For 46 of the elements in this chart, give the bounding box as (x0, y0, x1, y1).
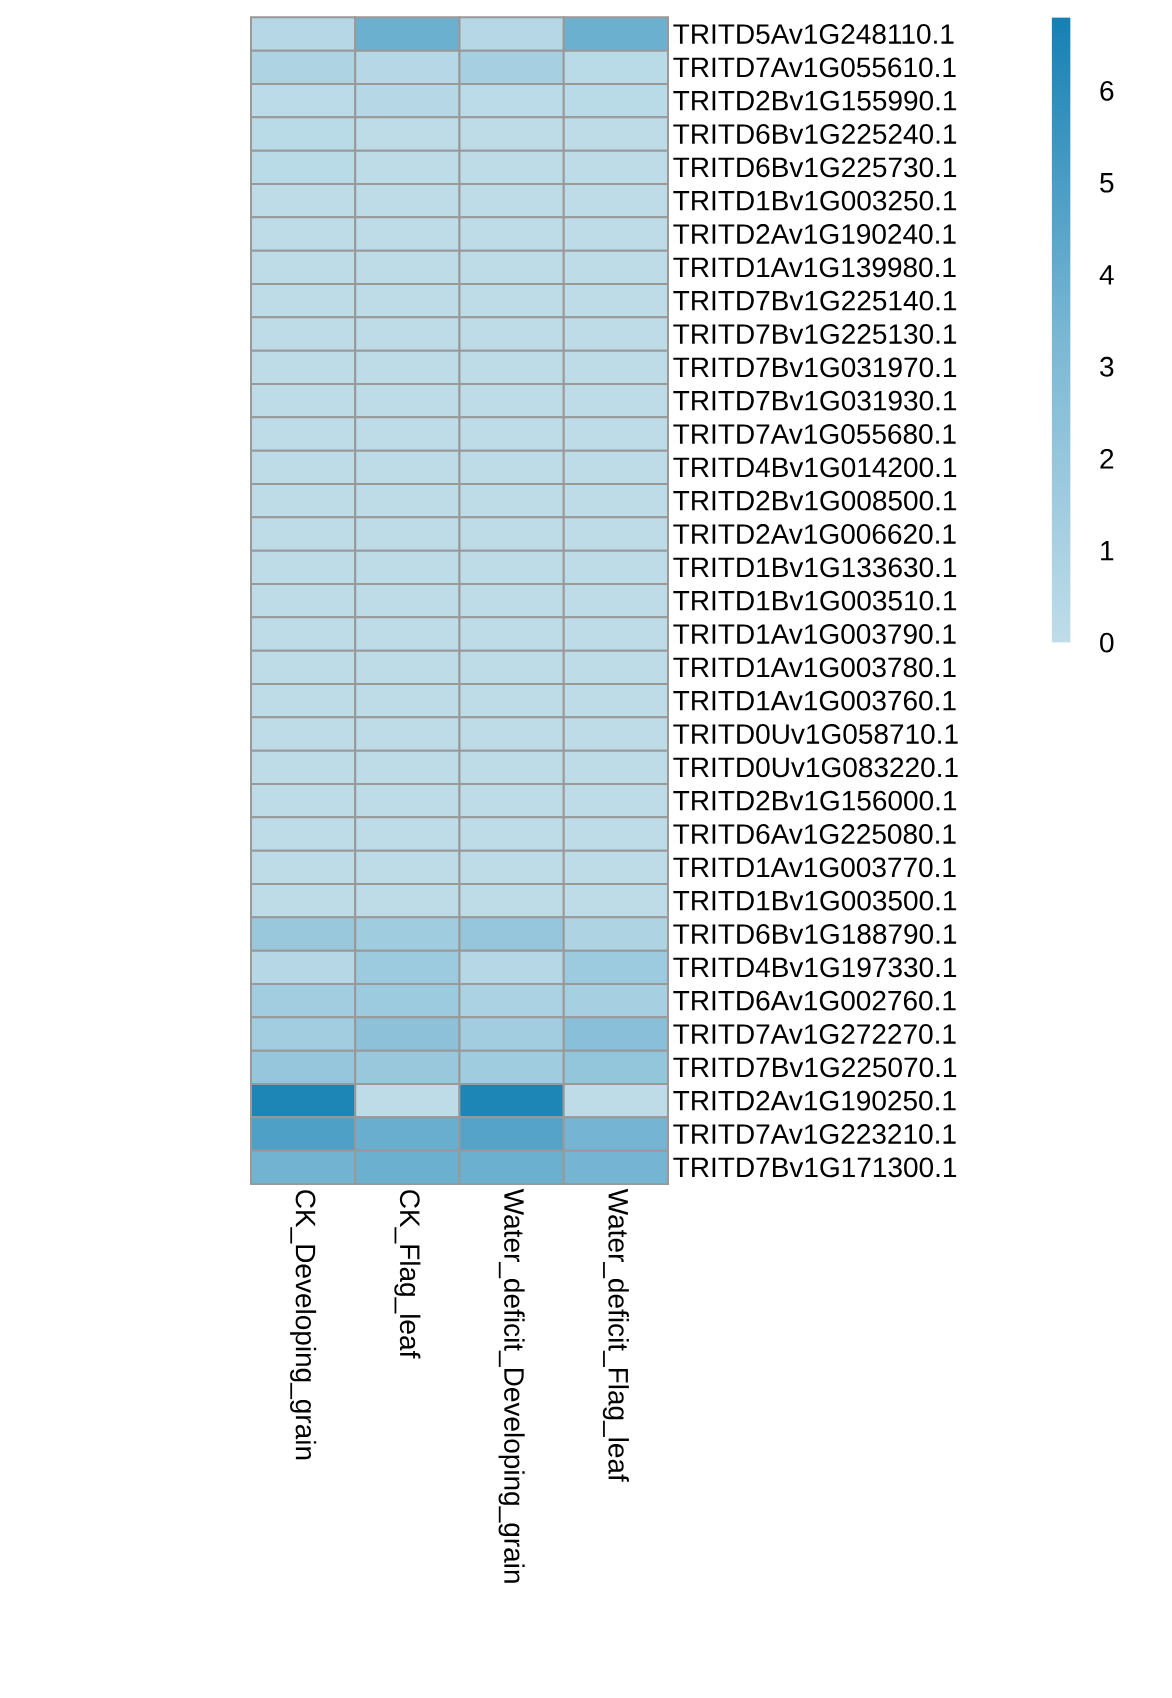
y-tick-label: TRITD1Bv1G003500.1 (673, 890, 957, 911)
y-tick-label: TRITD6Av1G002760.1 (673, 990, 956, 1011)
x-tick-label: CK_Flag_leaf (394, 1190, 421, 1359)
y-tick-label: TRITD2Bv1G008500.1 (673, 490, 957, 511)
y-tick-label: TRITD7Bv1G031970.1 (673, 357, 957, 378)
y-tick-label: TRITD7Av1G272270.1 (673, 1024, 956, 1044)
y-tick-label: TRITD7Bv1G171300.1 (673, 1157, 957, 1178)
y-tick-label: TRITD4Bv1G014200.1 (673, 457, 957, 478)
y-tick-label: TRITD1Av1G003790.1 (673, 624, 956, 644)
color-bar-label: 0 (1100, 632, 1114, 653)
y-tick-label: TRITD1Bv1G003510.1 (673, 590, 957, 611)
y-tick-label: TRITD2Av1G006620.1 (673, 524, 956, 544)
y-tick-label: TRITD2Av1G190250.1 (673, 1090, 956, 1111)
y-tick-label: TRITD7Bv1G225140.1 (673, 290, 957, 311)
y-tick-label: TRITD7Bv1G225070.1 (673, 1057, 957, 1078)
y-tick-label: TRITD7Bv1G031930.1 (673, 390, 957, 411)
color-bar-label: 5 (1100, 173, 1114, 193)
y-tick-label: TRITD2Bv1G155990.1 (673, 90, 957, 111)
color-bar-label: 4 (1099, 265, 1114, 285)
y-tick-label: TRITD2Bv1G156000.1 (673, 790, 957, 811)
y-tick-label: TRITD1Bv1G133630.1 (673, 557, 957, 578)
y-tick-label: TRITD7Bv1G225130.1 (673, 324, 957, 344)
y-tick-label: TRITD1Bv1G003250.1 (673, 190, 957, 211)
y-tick-label: TRITD2Av1G190240.1 (673, 224, 956, 244)
x-tick-label: Water_deficit_Developing_grain (498, 1188, 525, 1583)
y-tick-label: TRITD6Bv1G188790.1 (673, 924, 957, 944)
color-bar-label: 1 (1101, 541, 1114, 561)
y-tick-label: TRITD6Bv1G225240.1 (673, 124, 957, 144)
y-tick-label: TRITD6Av1G225080.1 (673, 824, 956, 844)
y-tick-label: TRITD6Bv1G225730.1 (673, 157, 957, 178)
y-tick-label: TRITD0Uv1G083220.1 (673, 757, 958, 778)
x-tick-label: CK_Developing_grain (290, 1190, 317, 1460)
y-tick-label: TRITD1Av1G003780.1 (673, 657, 956, 678)
y-tick-label: TRITD5Av1G248110.1 (673, 24, 954, 44)
y-tick-label: TRITD1Av1G003760.1 (673, 690, 956, 711)
color-bar-label: 3 (1100, 356, 1114, 377)
x-tick-label: Water_deficit_Flag_leaf (602, 1188, 629, 1482)
color-bar-label: 2 (1100, 448, 1114, 469)
y-tick-label: TRITD7Av1G055680.1 (673, 424, 956, 444)
y-tick-label: TRITD0Uv1G058710.1 (673, 724, 958, 744)
y-tick-label: TRITD1Av1G003770.1 (673, 857, 956, 878)
y-tick-label: TRITD7Av1G055610.1 (673, 57, 956, 78)
y-tick-label: TRITD7Av1G223210.1 (673, 1124, 956, 1144)
color-bar-label: 6 (1100, 80, 1114, 101)
y-tick-label: TRITD1Av1G139980.1 (673, 257, 956, 278)
y-tick-label: TRITD4Bv1G197330.1 (673, 957, 957, 978)
